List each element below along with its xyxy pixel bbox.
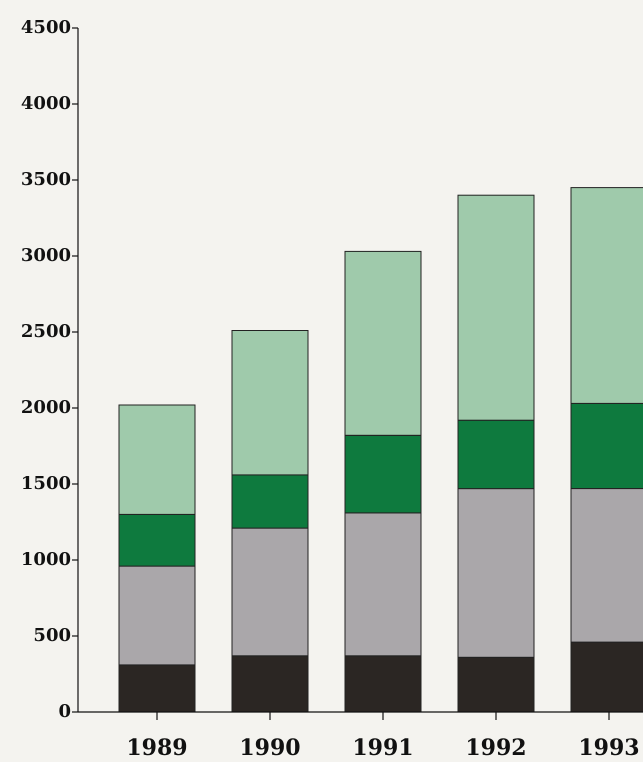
bar-segment-1990-4 <box>231 330 309 476</box>
x-tick-label-1991: 1991 <box>352 735 413 761</box>
bar-segment-1990-3 <box>231 474 309 529</box>
bar-segment-1990-1 <box>231 655 309 713</box>
bar-segment-1992-3 <box>457 419 535 490</box>
y-tick-label-500: 500 <box>33 625 71 646</box>
bar-segment-1991-1 <box>344 655 422 713</box>
x-tick-label-1993: 1993 <box>578 735 639 761</box>
x-tick-label-1989: 1989 <box>126 735 187 761</box>
bar-segment-1993-2 <box>570 488 643 643</box>
bar-segment-1989-3 <box>118 513 196 567</box>
y-tick-label-2000: 2000 <box>21 397 71 418</box>
y-tick-label-1000: 1000 <box>21 549 71 570</box>
y-tick-label-3000: 3000 <box>21 245 71 266</box>
bar-segment-1991-3 <box>344 434 422 514</box>
bar-segment-1993-4 <box>570 187 643 404</box>
bar-segment-1993-3 <box>570 402 643 489</box>
y-tick-label-4000: 4000 <box>21 93 71 114</box>
y-tick-label-4500: 4500 <box>21 17 71 38</box>
x-tick-label-1990: 1990 <box>239 735 300 761</box>
bars-layer <box>118 187 643 713</box>
bar-segment-1993-1 <box>570 641 643 713</box>
bar-segment-1990-2 <box>231 527 309 657</box>
bar-segment-1992-2 <box>457 488 535 658</box>
bar-segment-1989-4 <box>118 404 196 515</box>
bar-segment-1992-4 <box>457 194 535 421</box>
y-tick-label-1500: 1500 <box>21 473 71 494</box>
x-tick-label-1992: 1992 <box>465 735 526 761</box>
x-axis: 1989 1990 1991 1992 1993 <box>126 712 640 761</box>
bar-segment-1992-1 <box>457 656 535 713</box>
y-axis: 0 500 1000 1500 2000 2500 3000 3500 4000 4500 <box>21 17 78 722</box>
y-tick-label-0: 0 <box>58 701 71 722</box>
bar-segment-1989-1 <box>118 664 196 713</box>
bar-segment-1991-4 <box>344 250 422 436</box>
y-tick-label-2500: 2500 <box>21 321 71 342</box>
bar-segment-1989-2 <box>118 565 196 666</box>
y-tick-label-3500: 3500 <box>21 169 71 190</box>
bar-segment-1991-2 <box>344 512 422 657</box>
